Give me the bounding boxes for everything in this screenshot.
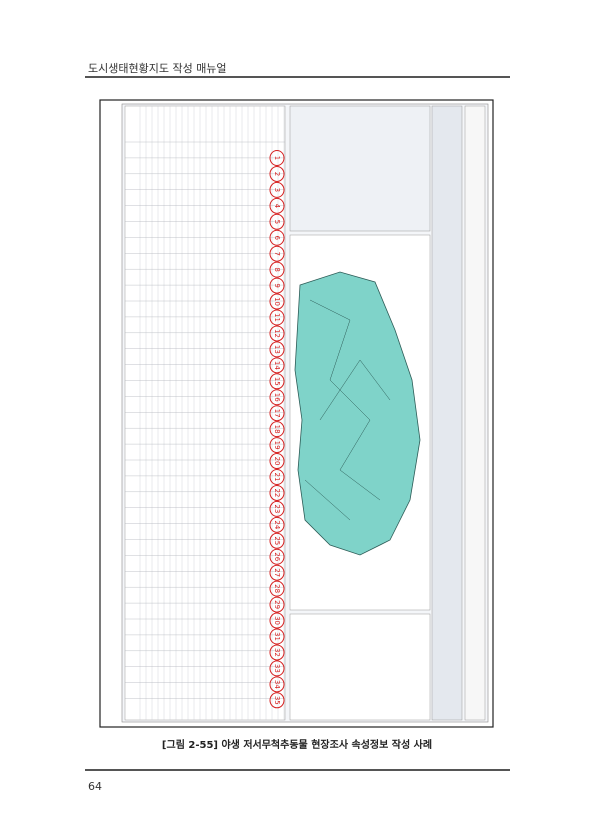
marker-label: 35 [273, 696, 281, 705]
marker-circle [269, 245, 285, 262]
marker-circle [269, 548, 285, 565]
figure-caption: [그림 2-55] 야생 저서무척추동물 현장조사 속성정보 작성 사례 [161, 740, 433, 751]
marker-circle [269, 373, 285, 390]
marker-label: 10 [273, 297, 281, 306]
marker-circle [269, 580, 285, 597]
toolbox-panel [289, 613, 431, 721]
marker-label: 33 [273, 664, 281, 673]
map-boundaries [304, 299, 391, 521]
marker-label: 9 [273, 283, 281, 287]
table-grid [125, 106, 285, 720]
marker-circle [269, 405, 285, 422]
marker-circle [269, 181, 285, 198]
marker-circle [269, 596, 285, 613]
marker-circle [269, 325, 285, 342]
toolbar [431, 105, 463, 721]
marker-label: 31 [273, 632, 281, 641]
marker-circle [269, 660, 285, 677]
marker-circle [269, 261, 285, 278]
marker-label: 13 [273, 345, 281, 354]
marker-label: 23 [273, 504, 281, 513]
marker-label: 7 [273, 251, 281, 255]
marker-circle [269, 644, 285, 661]
marker-label: 19 [273, 441, 281, 450]
marker-label: 18 [273, 425, 281, 434]
marker-circle [269, 421, 285, 438]
marker-circle [269, 564, 285, 581]
marker-label: 34 [273, 680, 281, 689]
marker-circle [269, 213, 285, 230]
marker-label: 28 [273, 584, 281, 593]
marker-circle [269, 197, 285, 214]
marker-label: 16 [273, 393, 281, 402]
marker-label: 4 [273, 204, 281, 209]
marker-circle [269, 453, 285, 470]
marker-label: 29 [273, 600, 281, 609]
marker-label: 1 [273, 156, 281, 160]
marker-circle [269, 309, 285, 326]
marker-label: 11 [273, 313, 281, 322]
marker-label: 6 [273, 236, 281, 241]
marker-circle [269, 165, 285, 182]
marker-circle [269, 484, 285, 501]
marker-label: 27 [273, 568, 281, 577]
marker-label: 24 [273, 520, 281, 529]
marker-label: 17 [273, 409, 281, 418]
marker-circle [269, 389, 285, 406]
layer-panel [289, 105, 431, 232]
marker-circle [269, 357, 285, 374]
marker-circle [269, 229, 285, 246]
marker-circle [269, 500, 285, 517]
marker-circle [269, 341, 285, 358]
page-number: 64 [88, 780, 102, 793]
marker-circle [269, 692, 285, 709]
marker-circle [269, 612, 285, 629]
markers: 1234567891011121314151617181920212223242… [269, 150, 285, 709]
marker-label: 26 [273, 552, 281, 561]
marker-label: 25 [273, 536, 281, 545]
marker-circle [269, 293, 285, 310]
marker-circle [269, 469, 285, 485]
marker-circle [269, 676, 285, 693]
header-title: 도시생태현황지도 작성 매뉴얼 [88, 62, 227, 75]
marker-label: 2 [273, 172, 281, 176]
marker-circle [269, 277, 285, 294]
marker-circle [269, 516, 285, 533]
marker-label: 3 [273, 188, 281, 192]
marker-circle [269, 532, 285, 549]
map-polygons [294, 271, 421, 556]
marker-label: 15 [273, 377, 281, 386]
marker-circle [269, 437, 285, 454]
marker-circle [269, 150, 285, 166]
marker-label: 32 [273, 648, 281, 657]
marker-label: 20 [273, 457, 281, 466]
marker-label: 22 [273, 488, 281, 497]
marker-label: 30 [273, 616, 281, 625]
side-panel [464, 105, 486, 721]
marker-label: 12 [273, 329, 281, 338]
marker-label: 21 [273, 473, 281, 482]
marker-label: 5 [273, 220, 281, 224]
marker-circle [269, 628, 285, 645]
marker-label: 8 [273, 267, 281, 271]
attribute-table [124, 105, 286, 721]
marker-label: 14 [273, 361, 281, 370]
